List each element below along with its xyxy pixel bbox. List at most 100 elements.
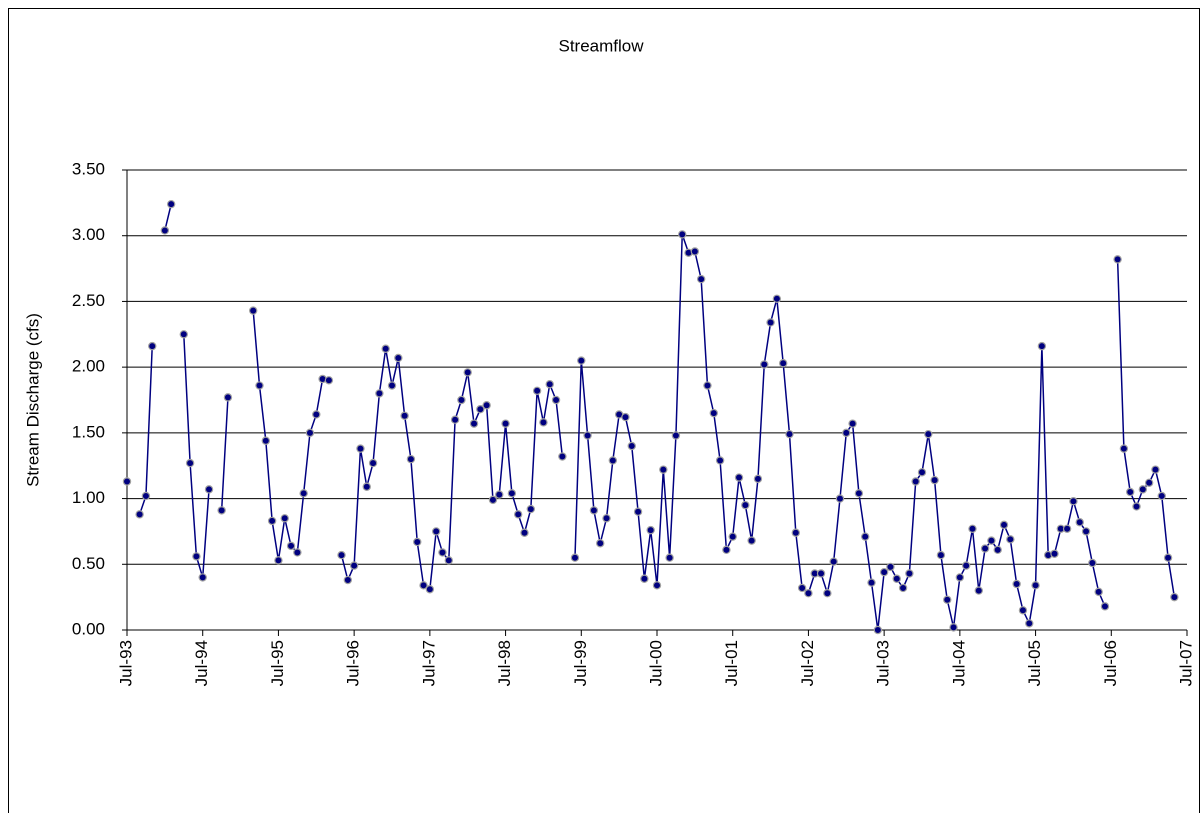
- x-tick-label: Jul-98: [495, 640, 514, 686]
- data-point: [608, 456, 618, 465]
- data-point: [583, 431, 592, 440]
- data-point: [261, 436, 271, 445]
- data-point: [450, 415, 460, 424]
- data-point: [476, 405, 485, 414]
- y-tick-label: 1.00: [72, 488, 105, 507]
- data-point: [419, 581, 428, 590]
- data-point: [842, 428, 851, 438]
- data-point: [362, 482, 371, 491]
- data-point: [431, 527, 441, 536]
- data-point: [324, 376, 334, 385]
- data-point: [968, 524, 977, 534]
- data-point: [596, 539, 605, 548]
- data-point: [255, 381, 264, 390]
- data-point: [659, 465, 668, 474]
- x-tick-label: Jul-04: [949, 640, 968, 686]
- data-point: [356, 444, 365, 453]
- data-point: [848, 419, 857, 428]
- data-point: [760, 360, 769, 369]
- x-tick-label: Jul-03: [874, 640, 893, 686]
- data-point: [387, 381, 397, 390]
- data-point: [917, 468, 927, 477]
- data-point: [539, 418, 548, 427]
- data-point: [1151, 465, 1160, 474]
- data-point: [274, 556, 283, 565]
- data-point: [425, 585, 435, 594]
- y-tick-label: 1.50: [72, 422, 105, 441]
- y-axis-label: Stream Discharge (cfs): [23, 313, 42, 487]
- data-point: [1037, 341, 1047, 351]
- data-point: [943, 595, 952, 604]
- data-point: [678, 230, 687, 239]
- data-point: [804, 589, 813, 598]
- data-point: [444, 556, 453, 565]
- data-point: [1138, 485, 1148, 494]
- data-point: [204, 485, 214, 494]
- data-point: [633, 507, 643, 516]
- data-point: [1075, 518, 1084, 527]
- data-point: [1081, 527, 1091, 536]
- data-point: [248, 306, 258, 315]
- data-point: [1170, 592, 1179, 602]
- data-point: [1062, 524, 1072, 534]
- data-point: [696, 274, 706, 284]
- x-tick-label: Jul-02: [798, 640, 817, 686]
- data-point: [1025, 619, 1034, 628]
- data-point: [267, 516, 277, 526]
- data-point: [299, 489, 308, 498]
- y-tick-label: 3.50: [72, 159, 105, 178]
- data-point: [166, 199, 176, 209]
- data-point: [1069, 497, 1078, 506]
- data-point: [381, 344, 390, 353]
- x-tick-label: Jul-06: [1101, 640, 1120, 686]
- data-point: [867, 578, 876, 587]
- data-point: [482, 401, 491, 410]
- data-point: [1012, 579, 1021, 589]
- data-point: [861, 532, 870, 541]
- data-point: [741, 500, 750, 510]
- data-point: [1088, 558, 1097, 568]
- data-point: [532, 386, 542, 395]
- data-point: [312, 410, 321, 419]
- data-point: [930, 475, 939, 485]
- data-point: [974, 586, 983, 595]
- data-point: [715, 456, 725, 465]
- data-point: [602, 514, 611, 523]
- data-point: [375, 389, 384, 398]
- data-point: [747, 536, 756, 545]
- data-point: [488, 495, 498, 505]
- data-point: [1144, 478, 1154, 487]
- data-point: [1006, 535, 1015, 544]
- data-point: [577, 356, 586, 365]
- data-point: [987, 536, 996, 545]
- data-point: [797, 583, 807, 593]
- data-point: [791, 528, 801, 537]
- data-point: [305, 428, 315, 438]
- data-point: [646, 525, 655, 535]
- data-point: [160, 226, 170, 235]
- data-point: [905, 569, 914, 578]
- data-point: [690, 247, 700, 256]
- data-point: [495, 490, 504, 499]
- data-point: [1050, 549, 1059, 558]
- x-tick-label: Jul-97: [419, 640, 438, 686]
- data-point: [1018, 606, 1028, 615]
- data-point: [1132, 502, 1141, 511]
- data-point: [961, 561, 971, 570]
- data-point: [778, 359, 788, 368]
- y-tick-label: 2.50: [72, 291, 105, 310]
- data-point: [589, 506, 599, 515]
- data-point: [886, 562, 895, 572]
- data-point: [513, 510, 523, 519]
- data-point: [469, 419, 479, 428]
- data-point: [665, 553, 674, 562]
- data-point: [709, 408, 718, 418]
- x-tick-label: Jul-93: [116, 640, 135, 686]
- data-point: [980, 544, 990, 553]
- data-point: [1163, 553, 1173, 562]
- data-point: [343, 575, 353, 585]
- data-point: [1113, 255, 1122, 264]
- chart-border: [8, 8, 1200, 813]
- data-point: [349, 561, 359, 570]
